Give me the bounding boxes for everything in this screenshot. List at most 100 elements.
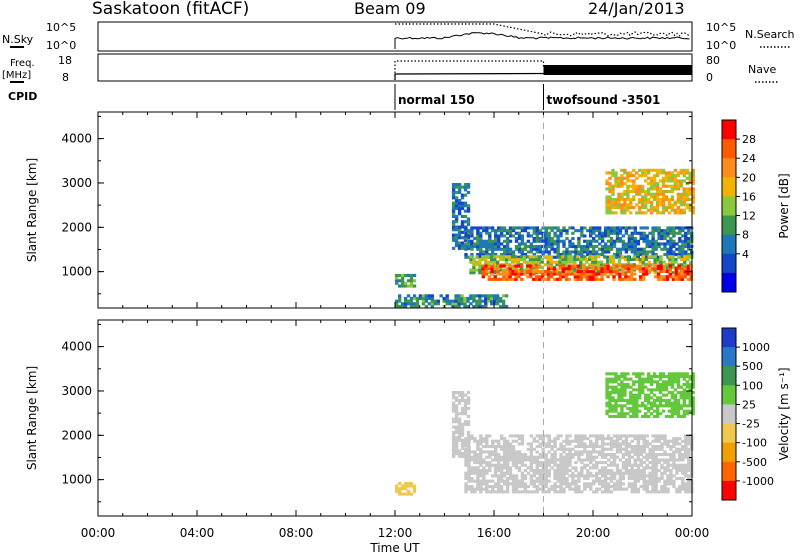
data-cell [496, 302, 500, 306]
data-cell [550, 439, 554, 443]
data-cell [657, 242, 661, 246]
data-cell [451, 209, 456, 213]
data-cell [681, 253, 685, 257]
data-cell [544, 245, 548, 249]
data-cell [600, 234, 605, 238]
data-cell [588, 264, 592, 268]
data-cell [641, 404, 645, 408]
data-cell [664, 190, 669, 194]
data-cell [630, 242, 634, 246]
data-cell [406, 302, 411, 306]
data-cell [679, 396, 683, 400]
data-cell [478, 263, 482, 267]
data-cell [654, 471, 658, 475]
data-cell [556, 447, 560, 451]
data-cell [609, 242, 614, 246]
data-cell [583, 434, 587, 438]
data-cell [466, 222, 471, 226]
data-cell [605, 412, 609, 416]
data-cell [688, 206, 692, 210]
data-cell [514, 272, 518, 276]
data-cell [502, 447, 507, 451]
data-cell [395, 484, 399, 488]
data-cell [614, 398, 618, 402]
data-cell [481, 294, 485, 298]
data-cell [460, 441, 465, 445]
data-cell [629, 206, 633, 210]
data-cell [672, 485, 676, 489]
data-cell [592, 226, 596, 230]
data-cell [586, 253, 590, 257]
data-cell [484, 302, 488, 306]
data-cell [624, 439, 629, 443]
data-cell [502, 229, 507, 233]
data-cell [687, 487, 691, 491]
data-cell [478, 257, 482, 261]
data-cell [532, 437, 536, 441]
data-cell [457, 436, 462, 440]
data-cell [520, 234, 525, 238]
data-cell [559, 463, 563, 467]
data-cell [577, 437, 581, 441]
data-cell [620, 372, 624, 376]
data-cell [406, 299, 411, 303]
data-cell [630, 439, 634, 443]
data-cell [553, 477, 557, 481]
data-cell [497, 226, 501, 230]
data-cell [687, 447, 691, 451]
data-cell [400, 302, 405, 306]
data-cell [600, 479, 605, 483]
data-cell [466, 185, 471, 189]
data-cell [675, 447, 679, 451]
data-cell [520, 490, 525, 494]
data-cell [649, 203, 654, 207]
data-cell [591, 277, 595, 281]
data-cell [467, 455, 471, 459]
data-cell [651, 245, 655, 249]
data-cell [589, 434, 593, 438]
data-cell [630, 487, 634, 491]
data-cell [648, 447, 652, 451]
data-cell [514, 277, 518, 281]
data-cell [466, 401, 471, 405]
data-cell [606, 226, 611, 230]
data-cell [592, 474, 596, 478]
data-cell [672, 437, 676, 441]
data-cell [672, 234, 676, 238]
data-cell [511, 272, 515, 276]
data-cell [611, 211, 615, 215]
data-cell [676, 174, 681, 178]
data-cell [451, 425, 456, 429]
data-cell [463, 409, 468, 413]
data-cell [460, 196, 465, 200]
data-cell [600, 482, 605, 486]
data-cell [598, 242, 602, 246]
data-cell [508, 231, 513, 235]
data-cell [681, 229, 685, 233]
data-cell [412, 294, 417, 298]
data-cell [491, 450, 495, 454]
data-cell [470, 239, 474, 243]
data-cell [460, 396, 465, 400]
data-cell [538, 479, 542, 483]
data-cell [652, 176, 657, 180]
data-cell [655, 211, 660, 215]
data-cell [645, 242, 649, 246]
data-cell [620, 203, 624, 207]
data-cell [529, 264, 533, 268]
data-cell [501, 304, 506, 308]
data-cell [644, 412, 648, 416]
data-cell [615, 269, 619, 273]
data-cell [664, 414, 669, 418]
data-cell [639, 463, 643, 467]
data-cell [641, 377, 645, 381]
data-cell [535, 434, 539, 438]
data-cell [598, 482, 602, 486]
data-cell [586, 247, 590, 251]
data-cell [467, 458, 471, 462]
data-cell [666, 229, 670, 233]
data-cell [667, 409, 672, 413]
data-cell [609, 455, 614, 459]
data-cell [553, 442, 557, 446]
data-cell [659, 269, 664, 273]
